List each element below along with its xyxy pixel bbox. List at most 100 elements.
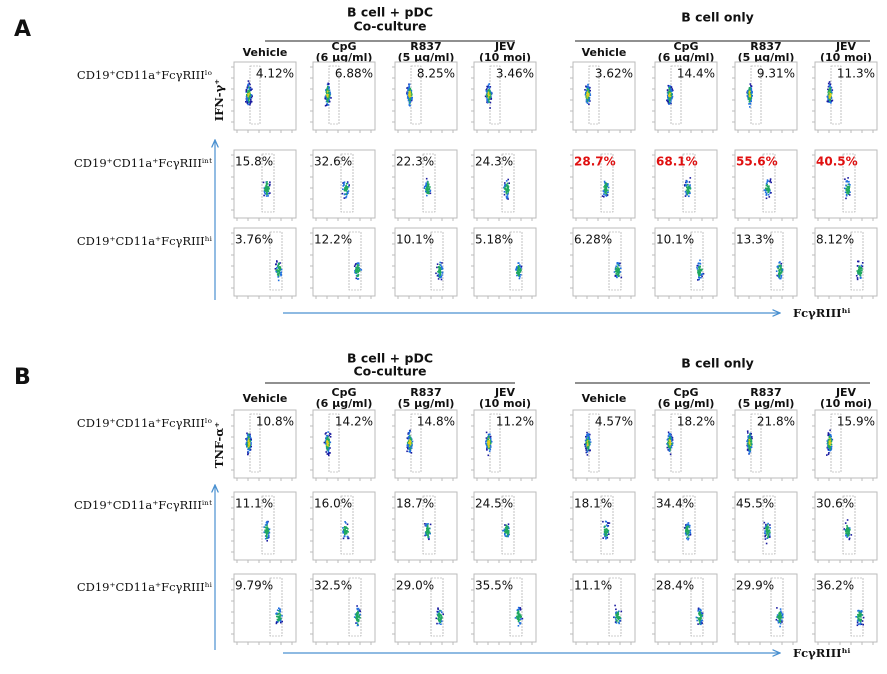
event-dot xyxy=(517,271,520,273)
event-dot xyxy=(408,432,411,434)
event-dot xyxy=(490,91,493,94)
event-dot xyxy=(423,187,426,189)
event-dot xyxy=(605,185,608,187)
percent-label: 29.9% xyxy=(736,579,774,593)
event-dot xyxy=(616,615,618,618)
event-dot xyxy=(828,438,831,441)
event-dot xyxy=(342,527,344,529)
event-dot xyxy=(246,87,249,90)
event-dot xyxy=(411,442,413,445)
plot-frame xyxy=(312,409,376,479)
event-dot xyxy=(769,179,772,182)
event-dot xyxy=(780,617,783,619)
event-dot xyxy=(616,271,619,273)
event-dot xyxy=(357,262,360,264)
event-dot xyxy=(686,186,688,189)
event-dot xyxy=(698,620,701,622)
percent-label: 16.0% xyxy=(314,497,352,511)
row-label: CD19⁺CD11a⁺FcγRIIIˡᵒ xyxy=(77,416,212,430)
event-dot xyxy=(249,93,251,96)
percent-label: 21.8% xyxy=(757,415,795,429)
event-dot xyxy=(765,192,768,195)
dot-plot xyxy=(732,491,798,563)
event-dot xyxy=(828,446,831,448)
event-dot xyxy=(666,443,668,445)
event-dot xyxy=(616,262,619,264)
event-dot xyxy=(687,187,690,190)
event-dot xyxy=(359,616,361,619)
dot-plot xyxy=(732,227,798,299)
event-dot xyxy=(748,446,750,449)
event-dot xyxy=(602,520,604,523)
event-dot xyxy=(700,612,703,615)
event-dot xyxy=(267,190,270,193)
event-dot xyxy=(517,265,520,267)
event-dot xyxy=(485,441,487,443)
event-dot xyxy=(830,448,832,451)
event-dot xyxy=(606,184,609,186)
event-dot xyxy=(250,94,253,96)
event-dot xyxy=(427,536,429,538)
event-dot xyxy=(326,95,329,97)
event-dot xyxy=(248,82,250,84)
event-dot xyxy=(245,96,248,98)
event-dot xyxy=(858,265,861,267)
event-dot xyxy=(344,186,347,188)
event-dot xyxy=(749,83,752,85)
event-dot xyxy=(780,616,783,618)
event-dot xyxy=(408,95,410,97)
dot-plot xyxy=(652,491,718,563)
event-dot xyxy=(858,610,861,613)
event-dot xyxy=(485,437,488,439)
event-dot xyxy=(589,94,592,96)
event-dot xyxy=(409,430,411,433)
dot-plot xyxy=(471,573,537,645)
event-dot xyxy=(266,536,268,539)
event-dot xyxy=(848,537,851,540)
event-dot xyxy=(667,431,670,434)
event-dot xyxy=(700,611,702,614)
event-dot xyxy=(507,192,509,195)
event-dot xyxy=(409,90,411,92)
event-dot xyxy=(487,436,490,438)
event-dot xyxy=(428,192,430,195)
event-dot xyxy=(670,98,673,100)
event-dot xyxy=(846,532,849,535)
event-dot xyxy=(764,538,767,540)
event-dot xyxy=(668,438,670,440)
event-dot xyxy=(519,275,521,278)
event-dot xyxy=(670,86,673,89)
event-dot xyxy=(668,440,671,442)
dot-plot xyxy=(652,409,718,481)
event-dot xyxy=(343,531,345,533)
event-dot xyxy=(589,86,591,89)
event-dot xyxy=(425,523,428,525)
event-dot xyxy=(765,197,768,200)
event-dot xyxy=(343,530,346,532)
event-dot xyxy=(685,527,688,529)
event-dot xyxy=(275,622,278,625)
event-dot xyxy=(751,95,753,97)
event-dot xyxy=(489,86,492,88)
event-dot xyxy=(487,454,490,457)
event-dot xyxy=(249,103,251,106)
event-dot xyxy=(426,525,429,527)
event-dot xyxy=(765,534,768,536)
event-dot xyxy=(406,437,409,439)
event-dot xyxy=(857,272,860,274)
event-dot xyxy=(410,94,413,97)
column-header: Vehicle xyxy=(243,392,288,405)
event-dot xyxy=(425,191,428,194)
percent-label: 18.7% xyxy=(396,497,434,511)
event-dot xyxy=(827,434,829,437)
event-dot xyxy=(770,192,772,194)
event-dot xyxy=(606,531,609,534)
event-dot xyxy=(247,93,249,95)
event-dot xyxy=(586,100,589,102)
event-dot xyxy=(427,183,429,185)
plot-frame xyxy=(654,61,718,131)
event-dot xyxy=(669,96,671,98)
event-dot xyxy=(344,521,346,523)
event-dot xyxy=(765,542,768,545)
event-dot xyxy=(857,260,860,263)
